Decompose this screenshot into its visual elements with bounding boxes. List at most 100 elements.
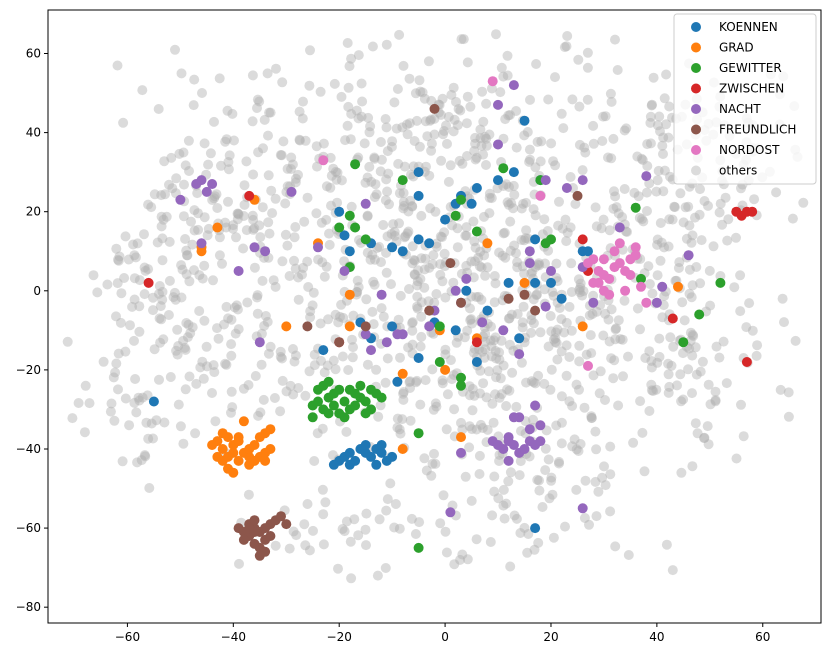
others-point — [652, 357, 663, 368]
others-point — [552, 324, 563, 335]
others-point — [654, 111, 665, 122]
others-point — [346, 201, 357, 212]
others-point — [461, 118, 472, 129]
others-point — [596, 223, 607, 234]
others-point — [388, 219, 399, 230]
others-point — [223, 196, 233, 207]
nacht-point — [508, 440, 519, 450]
others-point — [522, 127, 533, 137]
others-point — [345, 134, 356, 145]
others-point — [242, 297, 253, 308]
others-point — [494, 392, 505, 403]
others-point — [588, 370, 599, 381]
others-point — [528, 318, 539, 329]
others-point — [744, 298, 755, 309]
freundlich-point — [334, 337, 345, 348]
legend-marker — [691, 145, 701, 155]
others-point — [290, 222, 301, 232]
others-point — [465, 315, 476, 326]
others-point — [506, 198, 517, 209]
others-point — [263, 348, 274, 359]
others-point — [608, 203, 619, 214]
others-point — [474, 450, 485, 461]
others-point — [512, 262, 523, 273]
others-point — [208, 275, 218, 286]
others-point — [352, 275, 363, 286]
others-point — [431, 289, 442, 299]
others-point — [176, 292, 187, 303]
others-point — [533, 258, 544, 269]
others-point — [316, 355, 326, 366]
others-point — [233, 324, 244, 335]
others-point — [496, 389, 507, 400]
others-point — [148, 305, 158, 316]
others-point — [194, 270, 205, 281]
others-point — [749, 194, 760, 205]
others-point — [590, 202, 601, 213]
others-point — [531, 59, 542, 69]
others-point — [714, 352, 725, 363]
koennen-point — [376, 440, 387, 450]
others-point — [675, 188, 686, 199]
others-point — [550, 327, 561, 338]
gewitter-point — [360, 234, 371, 245]
others-point — [221, 134, 232, 145]
others-point — [606, 96, 617, 107]
others-point — [588, 138, 599, 149]
others-point — [213, 333, 224, 344]
others-point — [543, 341, 554, 352]
others-point — [708, 241, 719, 252]
grad-point — [281, 321, 292, 332]
others-point — [657, 312, 668, 323]
others-point — [686, 237, 697, 248]
others-point — [646, 356, 657, 366]
nacht-point — [456, 447, 466, 458]
others-point — [239, 180, 250, 191]
others-point — [486, 83, 497, 94]
others-point — [501, 401, 512, 411]
others-point — [613, 315, 624, 326]
others-point — [248, 214, 259, 225]
nordost-point — [609, 246, 620, 257]
others-point — [124, 420, 135, 431]
others-point — [173, 399, 184, 410]
nacht-point — [577, 503, 588, 514]
others-point — [486, 193, 497, 204]
others-point — [530, 210, 541, 221]
koennen-point — [387, 321, 398, 332]
others-point — [777, 293, 788, 304]
others-point — [385, 478, 396, 489]
others-point — [416, 311, 427, 322]
others-point — [361, 294, 372, 305]
others-point — [264, 228, 275, 239]
others-point — [344, 61, 355, 72]
others-point — [368, 276, 379, 287]
others-point — [368, 319, 379, 330]
others-point — [665, 171, 675, 182]
others-point — [116, 288, 127, 299]
others-point — [294, 134, 305, 145]
others-point — [683, 201, 694, 212]
others-point — [505, 245, 516, 256]
others-point — [475, 124, 486, 135]
others-point — [239, 199, 250, 210]
others-point — [718, 336, 729, 347]
others-point — [193, 208, 203, 219]
others-point — [222, 105, 233, 116]
others-point — [464, 421, 475, 432]
others-point — [406, 513, 417, 524]
others-point — [494, 456, 505, 466]
others-point — [575, 287, 585, 298]
others-point — [346, 53, 357, 64]
others-point — [430, 398, 441, 409]
others-point — [669, 201, 680, 212]
others-point — [710, 395, 721, 406]
others-point — [386, 228, 397, 239]
grad-point — [519, 277, 530, 288]
nordost-point — [535, 190, 546, 201]
others-point — [441, 424, 452, 435]
others-point — [170, 294, 181, 305]
others-point — [293, 169, 303, 180]
others-point — [330, 364, 341, 375]
others-point — [293, 294, 304, 305]
